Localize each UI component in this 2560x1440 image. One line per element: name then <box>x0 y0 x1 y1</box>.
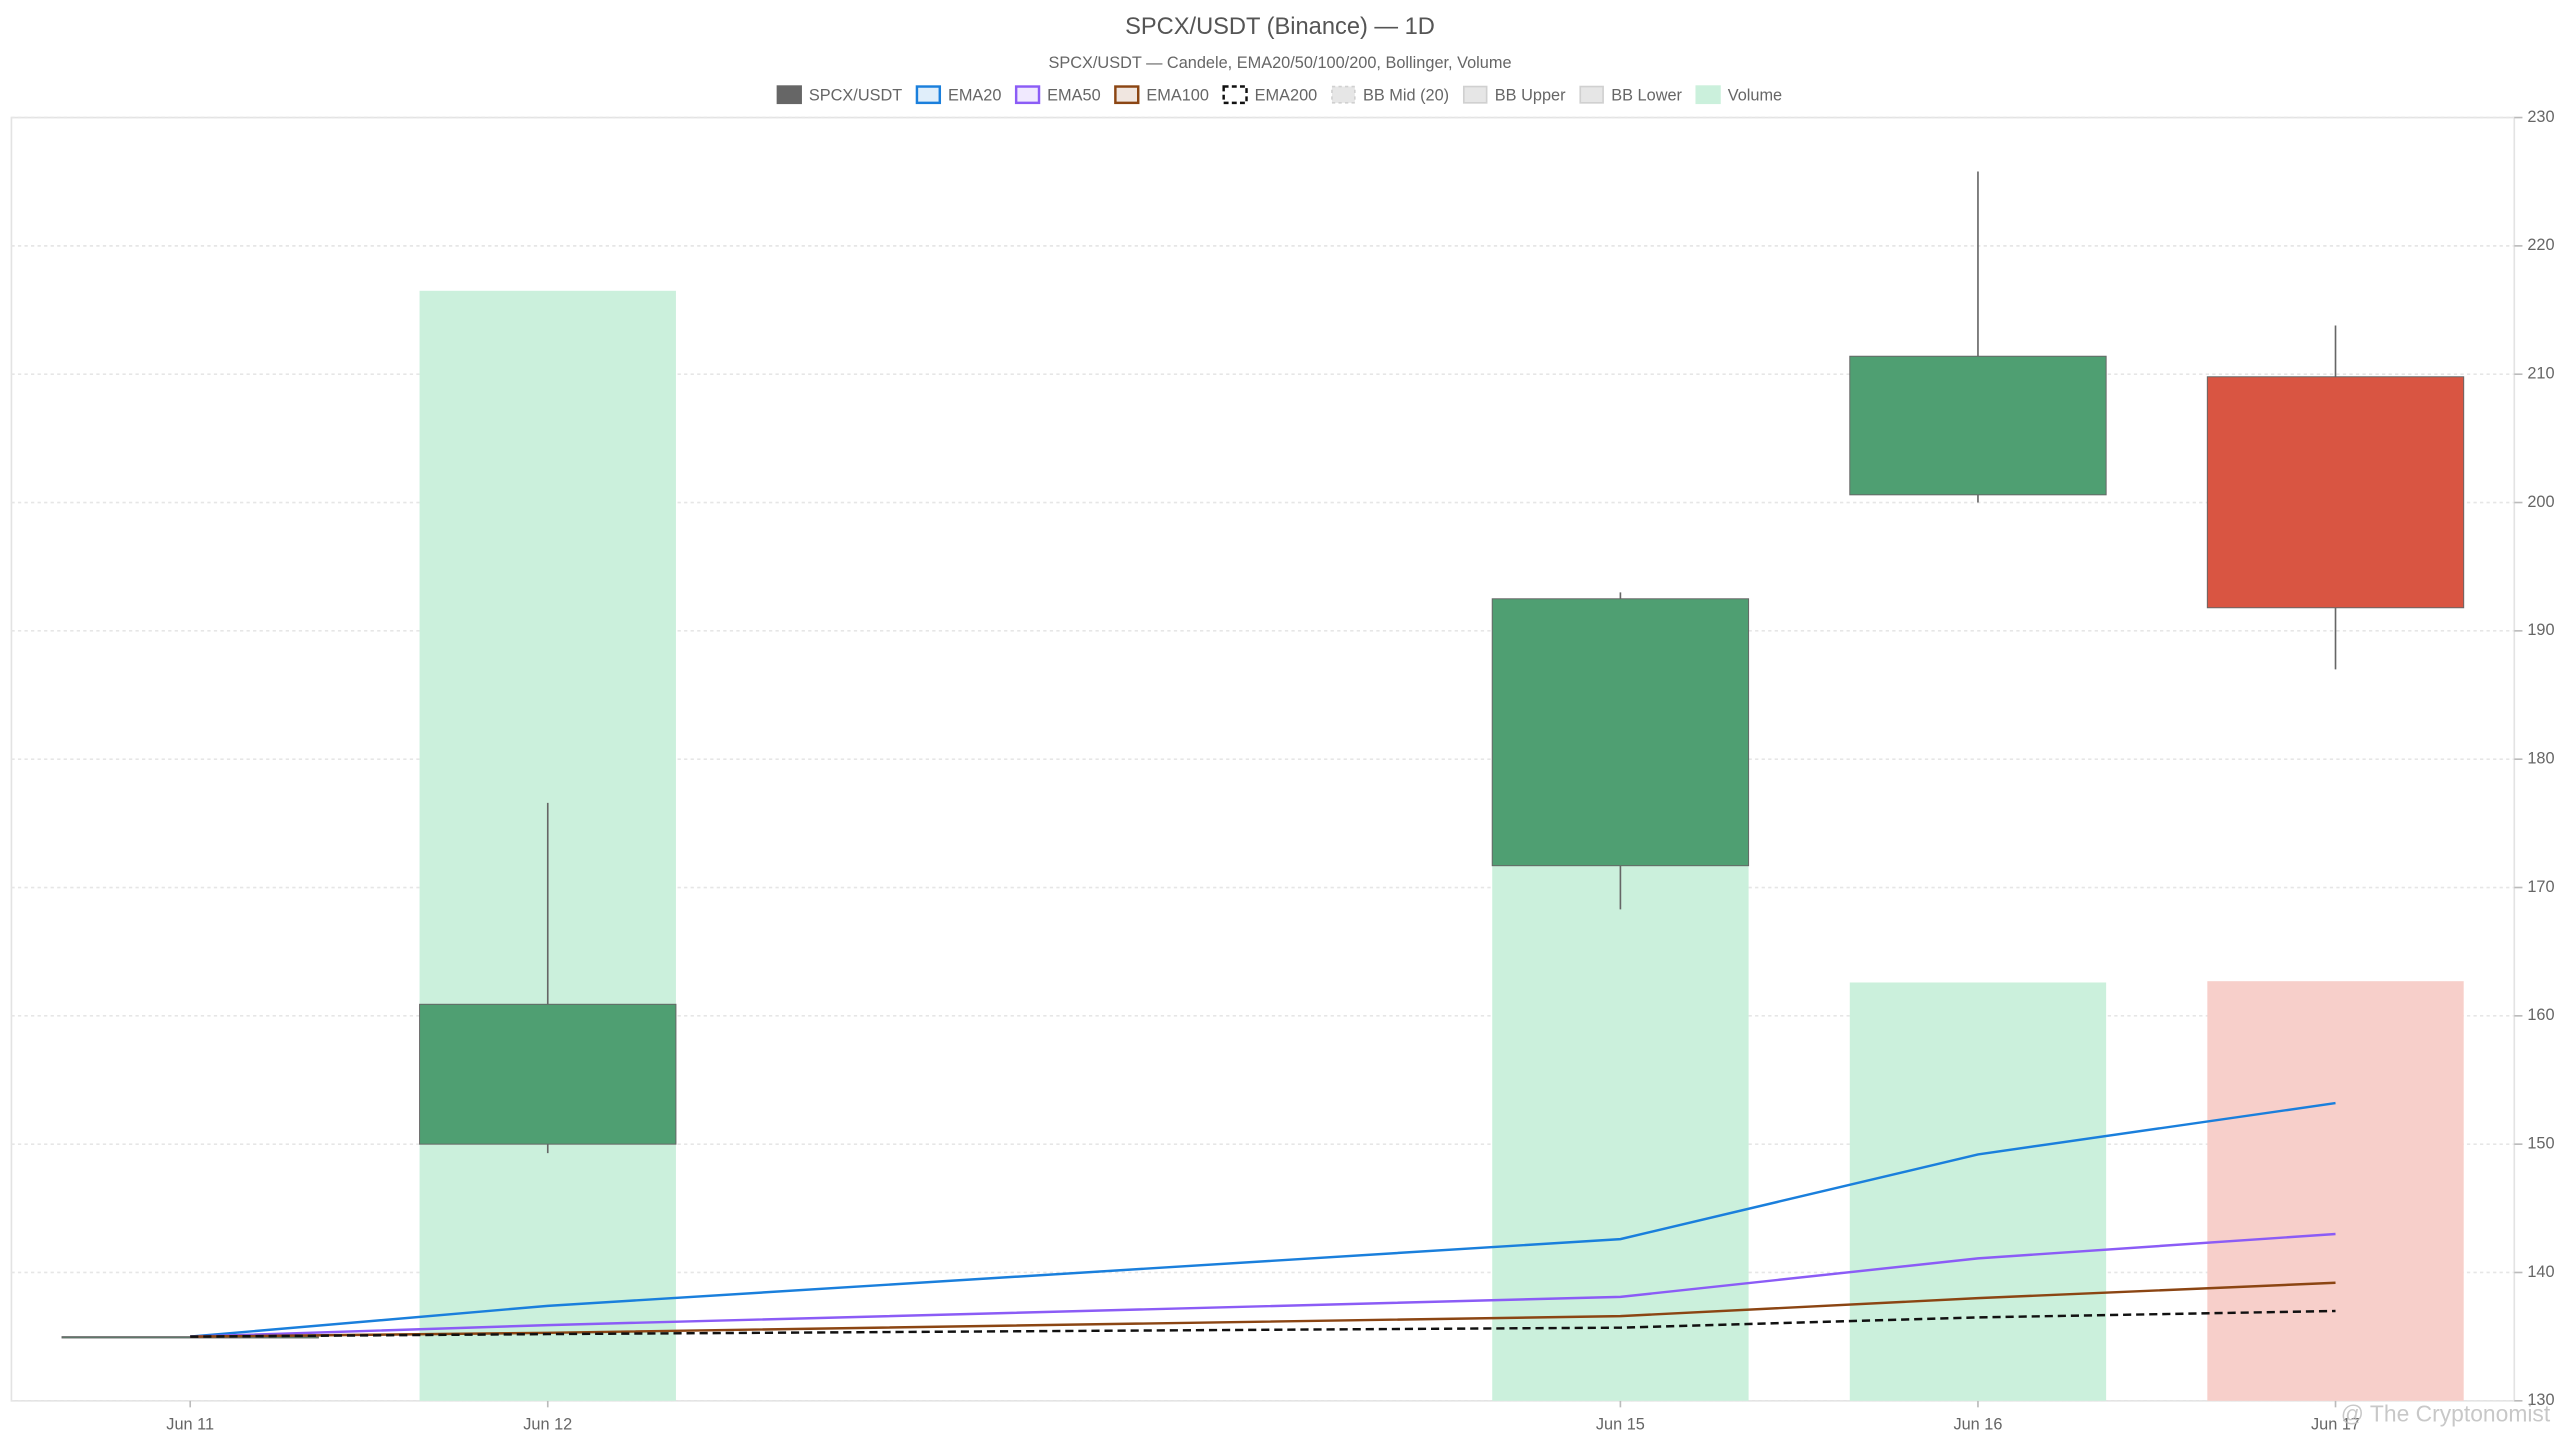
legend-item[interactable]: BB Upper <box>1462 85 1566 105</box>
x-tick-label: Jun 17 <box>2311 1416 2360 1434</box>
y-tick-label: 150 <box>2527 1134 2554 1152</box>
legend-label: EMA50 <box>1047 87 1101 105</box>
candle-body <box>419 1003 677 1145</box>
legend-swatch <box>1462 85 1488 104</box>
candle-body <box>1849 355 2107 496</box>
y-tick-label: 210 <box>2527 365 2554 383</box>
legend-item[interactable]: BB Mid (20) <box>1331 85 1449 105</box>
y-tick-label: 170 <box>2527 878 2554 896</box>
y-tick-label: 200 <box>2527 493 2554 511</box>
x-tick-label: Jun 15 <box>1596 1416 1645 1434</box>
ema-line <box>190 1101 2336 1338</box>
legend-label: EMA100 <box>1146 87 1209 105</box>
legend-item[interactable]: Volume <box>1695 85 1782 105</box>
legend-label: BB Upper <box>1495 87 1566 105</box>
legend-swatch <box>1222 85 1248 105</box>
y-tick-label: 180 <box>2527 749 2554 767</box>
watermark: @ The Cryptonomist <box>2341 1401 2551 1427</box>
legend-label: Volume <box>1728 87 1782 105</box>
candle-body <box>2206 376 2465 609</box>
legend-label: EMA20 <box>948 87 1002 105</box>
y-tick-label: 190 <box>2527 621 2554 639</box>
legend-item[interactable]: EMA50 <box>1014 85 1101 105</box>
x-tick-label: Jun 12 <box>523 1416 572 1434</box>
y-tick-label: 140 <box>2527 1263 2554 1281</box>
y-tick-label: 220 <box>2527 236 2554 254</box>
ema-line <box>190 1309 2336 1338</box>
ema-line <box>190 1232 2336 1338</box>
legend-swatch <box>915 85 942 105</box>
candle-body <box>1491 598 1750 867</box>
legend-label: BB Lower <box>1611 87 1682 105</box>
legend-swatch <box>776 85 802 105</box>
y-tick-label: 230 <box>2527 108 2554 126</box>
legend-swatch <box>1695 85 1721 105</box>
legend-swatch <box>1014 85 1041 105</box>
legend-label: BB Mid (20) <box>1363 87 1449 105</box>
chart-subtitle: SPCX/USDT — Candele, EMA20/50/100/200, B… <box>1048 54 1511 72</box>
x-tick-label: Jun 11 <box>166 1416 214 1434</box>
legend-item[interactable]: BB Lower <box>1579 85 1683 105</box>
legend-swatch <box>1331 85 1356 104</box>
legend-swatch <box>1114 85 1140 105</box>
x-tick-label: Jun 16 <box>1953 1416 2002 1434</box>
candle-body <box>61 1336 319 1339</box>
volume-bar <box>1849 982 2107 1401</box>
legend-swatch <box>1579 85 1604 104</box>
legend-item[interactable]: EMA100 <box>1114 85 1209 105</box>
legend-item[interactable]: SPCX/USDT <box>776 85 902 105</box>
legend-item[interactable]: EMA20 <box>915 85 1002 105</box>
legend-label: SPCX/USDT <box>809 87 902 105</box>
legend-label: EMA200 <box>1255 87 1318 105</box>
y-tick-label: 160 <box>2527 1006 2554 1024</box>
y-tick-label: 130 <box>2527 1391 2554 1409</box>
legend-item[interactable]: EMA200 <box>1222 85 1318 105</box>
volume-bar <box>2207 981 2464 1401</box>
chart-title: SPCX/USDT (Binance) — 1D <box>1125 14 1435 40</box>
legend: SPCX/USDT EMA20 EMA50 EMA100 EMA200 BB Mid (2… <box>776 85 1782 105</box>
